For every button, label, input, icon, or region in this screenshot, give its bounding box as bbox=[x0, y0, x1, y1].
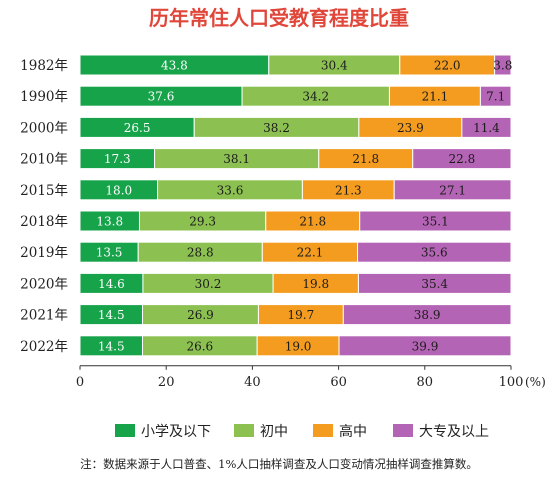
legend-item: 高中 bbox=[313, 423, 367, 440]
bar-segment bbox=[359, 210, 512, 232]
data-label: 30.2 bbox=[195, 277, 222, 291]
bar-row: 2015年 18.0 33.6 21.3 27.1 bbox=[20, 179, 512, 201]
bar-segment bbox=[412, 148, 512, 170]
legend: 小学及以下 初中 高中 大专及以上 bbox=[115, 423, 489, 440]
data-label: 21.8 bbox=[352, 152, 379, 166]
data-label: 38.2 bbox=[263, 121, 290, 135]
bar-row: 2018年 13.8 29.3 21.8 35.1 bbox=[20, 210, 512, 232]
category-label: 2000年 bbox=[20, 120, 68, 136]
data-label: 14.5 bbox=[98, 308, 125, 322]
data-label: 22.1 bbox=[297, 246, 324, 260]
data-label: 23.9 bbox=[397, 121, 424, 135]
data-label: 30.4 bbox=[321, 59, 348, 73]
x-tick-label: 60 bbox=[330, 375, 347, 390]
bar-segment bbox=[342, 304, 512, 326]
bar-segment bbox=[338, 335, 512, 357]
data-label: 29.3 bbox=[189, 215, 216, 229]
bar-row: 2021年 14.5 26.9 19.7 38.9 bbox=[20, 304, 512, 326]
data-label: 22.8 bbox=[449, 152, 476, 166]
data-label: 37.6 bbox=[148, 90, 175, 104]
category-label: 2019年 bbox=[20, 245, 68, 261]
bar-segment bbox=[479, 85, 512, 107]
bar-row: 2020年 14.6 30.2 19.8 35.4 bbox=[20, 272, 512, 294]
data-label: 21.3 bbox=[335, 183, 362, 197]
data-label: 3.8 bbox=[493, 59, 512, 73]
data-label: 35.4 bbox=[421, 277, 448, 291]
x-axis-unit: (%) bbox=[525, 375, 546, 389]
bar-row: 2010年 17.3 38.1 21.8 22.8 bbox=[20, 148, 512, 170]
data-label: 26.5 bbox=[124, 121, 151, 135]
legend-swatch bbox=[234, 424, 254, 437]
data-label: 21.8 bbox=[299, 215, 326, 229]
data-label: 11.4 bbox=[473, 121, 500, 135]
chart-title: 历年常住人口受教育程度比重 bbox=[149, 6, 409, 30]
bar-row: 1982年 43.8 30.4 22.0 3.8 bbox=[20, 54, 512, 76]
x-tick-label: 80 bbox=[417, 375, 434, 390]
category-label: 2021年 bbox=[20, 308, 68, 324]
data-label: 38.9 bbox=[414, 308, 441, 322]
bar-segment bbox=[393, 179, 512, 201]
x-tick-label: 40 bbox=[244, 375, 261, 390]
data-label: 17.3 bbox=[104, 152, 131, 166]
data-label: 38.1 bbox=[223, 152, 250, 166]
category-label: 2015年 bbox=[20, 183, 68, 199]
bar-row: 2000年 26.5 38.2 23.9 11.4 bbox=[20, 116, 512, 138]
bar-segment bbox=[461, 116, 512, 138]
category-label: 1982年 bbox=[20, 58, 68, 74]
data-label: 34.2 bbox=[302, 90, 329, 104]
legend-swatch bbox=[313, 424, 333, 437]
data-label: 19.7 bbox=[288, 308, 315, 322]
data-label: 14.6 bbox=[98, 277, 125, 291]
data-label: 28.8 bbox=[187, 246, 214, 260]
data-label: 13.5 bbox=[96, 246, 123, 260]
data-label: 43.8 bbox=[161, 59, 188, 73]
legend-label: 高中 bbox=[339, 423, 367, 440]
category-label: 2010年 bbox=[20, 152, 68, 168]
x-tick-label: 0 bbox=[76, 375, 84, 390]
category-label: 2020年 bbox=[20, 276, 68, 292]
data-label: 14.5 bbox=[98, 339, 125, 353]
data-label: 26.9 bbox=[187, 308, 214, 322]
data-label: 19.0 bbox=[285, 339, 312, 353]
data-label: 35.6 bbox=[421, 246, 448, 260]
legend-label: 小学及以下 bbox=[141, 424, 211, 440]
data-label: 21.1 bbox=[422, 90, 449, 104]
bars-layer: 1982年 43.8 30.4 22.0 3.8 1990年 37.6 34.2 21.1 7.1… bbox=[20, 54, 512, 357]
data-label: 7.1 bbox=[486, 90, 505, 104]
bar-row: 1990年 37.6 34.2 21.1 7.1 bbox=[20, 85, 512, 107]
x-tick-label: 20 bbox=[158, 375, 175, 390]
category-label: 1990年 bbox=[20, 89, 68, 105]
bar-segment bbox=[357, 241, 512, 263]
data-label: 22.0 bbox=[434, 59, 461, 73]
footnote: 注：数据来源于人口普查、1%人口抽样调查及人口变动情况抽样调查推算数。 bbox=[80, 457, 478, 471]
legend-swatch bbox=[115, 424, 135, 437]
data-label: 26.6 bbox=[186, 339, 213, 353]
x-tick-label: 100 bbox=[499, 375, 524, 390]
bar-row: 2022年 14.5 26.6 19.0 39.9 bbox=[20, 335, 512, 357]
data-label: 27.1 bbox=[439, 183, 466, 197]
data-label: 19.8 bbox=[302, 277, 329, 291]
legend-item: 大专及以上 bbox=[393, 424, 489, 440]
legend-label: 大专及以上 bbox=[419, 424, 489, 440]
data-label: 33.6 bbox=[217, 183, 244, 197]
legend-item: 小学及以下 bbox=[115, 424, 211, 440]
category-label: 2022年 bbox=[20, 339, 68, 355]
legend-label: 初中 bbox=[260, 423, 288, 440]
legend-item: 初中 bbox=[234, 423, 288, 440]
x-axis: 0 20 40 60 80 100 (%) bbox=[76, 365, 546, 390]
bar-segment bbox=[494, 54, 512, 76]
data-label: 13.8 bbox=[96, 215, 123, 229]
bar-row: 2019年 13.5 28.8 22.1 35.6 bbox=[20, 241, 512, 263]
legend-swatch bbox=[393, 424, 413, 437]
data-label: 39.9 bbox=[412, 339, 439, 353]
data-label: 35.1 bbox=[422, 215, 449, 229]
data-label: 18.0 bbox=[105, 183, 132, 197]
bar-segment bbox=[357, 272, 512, 294]
category-label: 2018年 bbox=[20, 214, 68, 230]
